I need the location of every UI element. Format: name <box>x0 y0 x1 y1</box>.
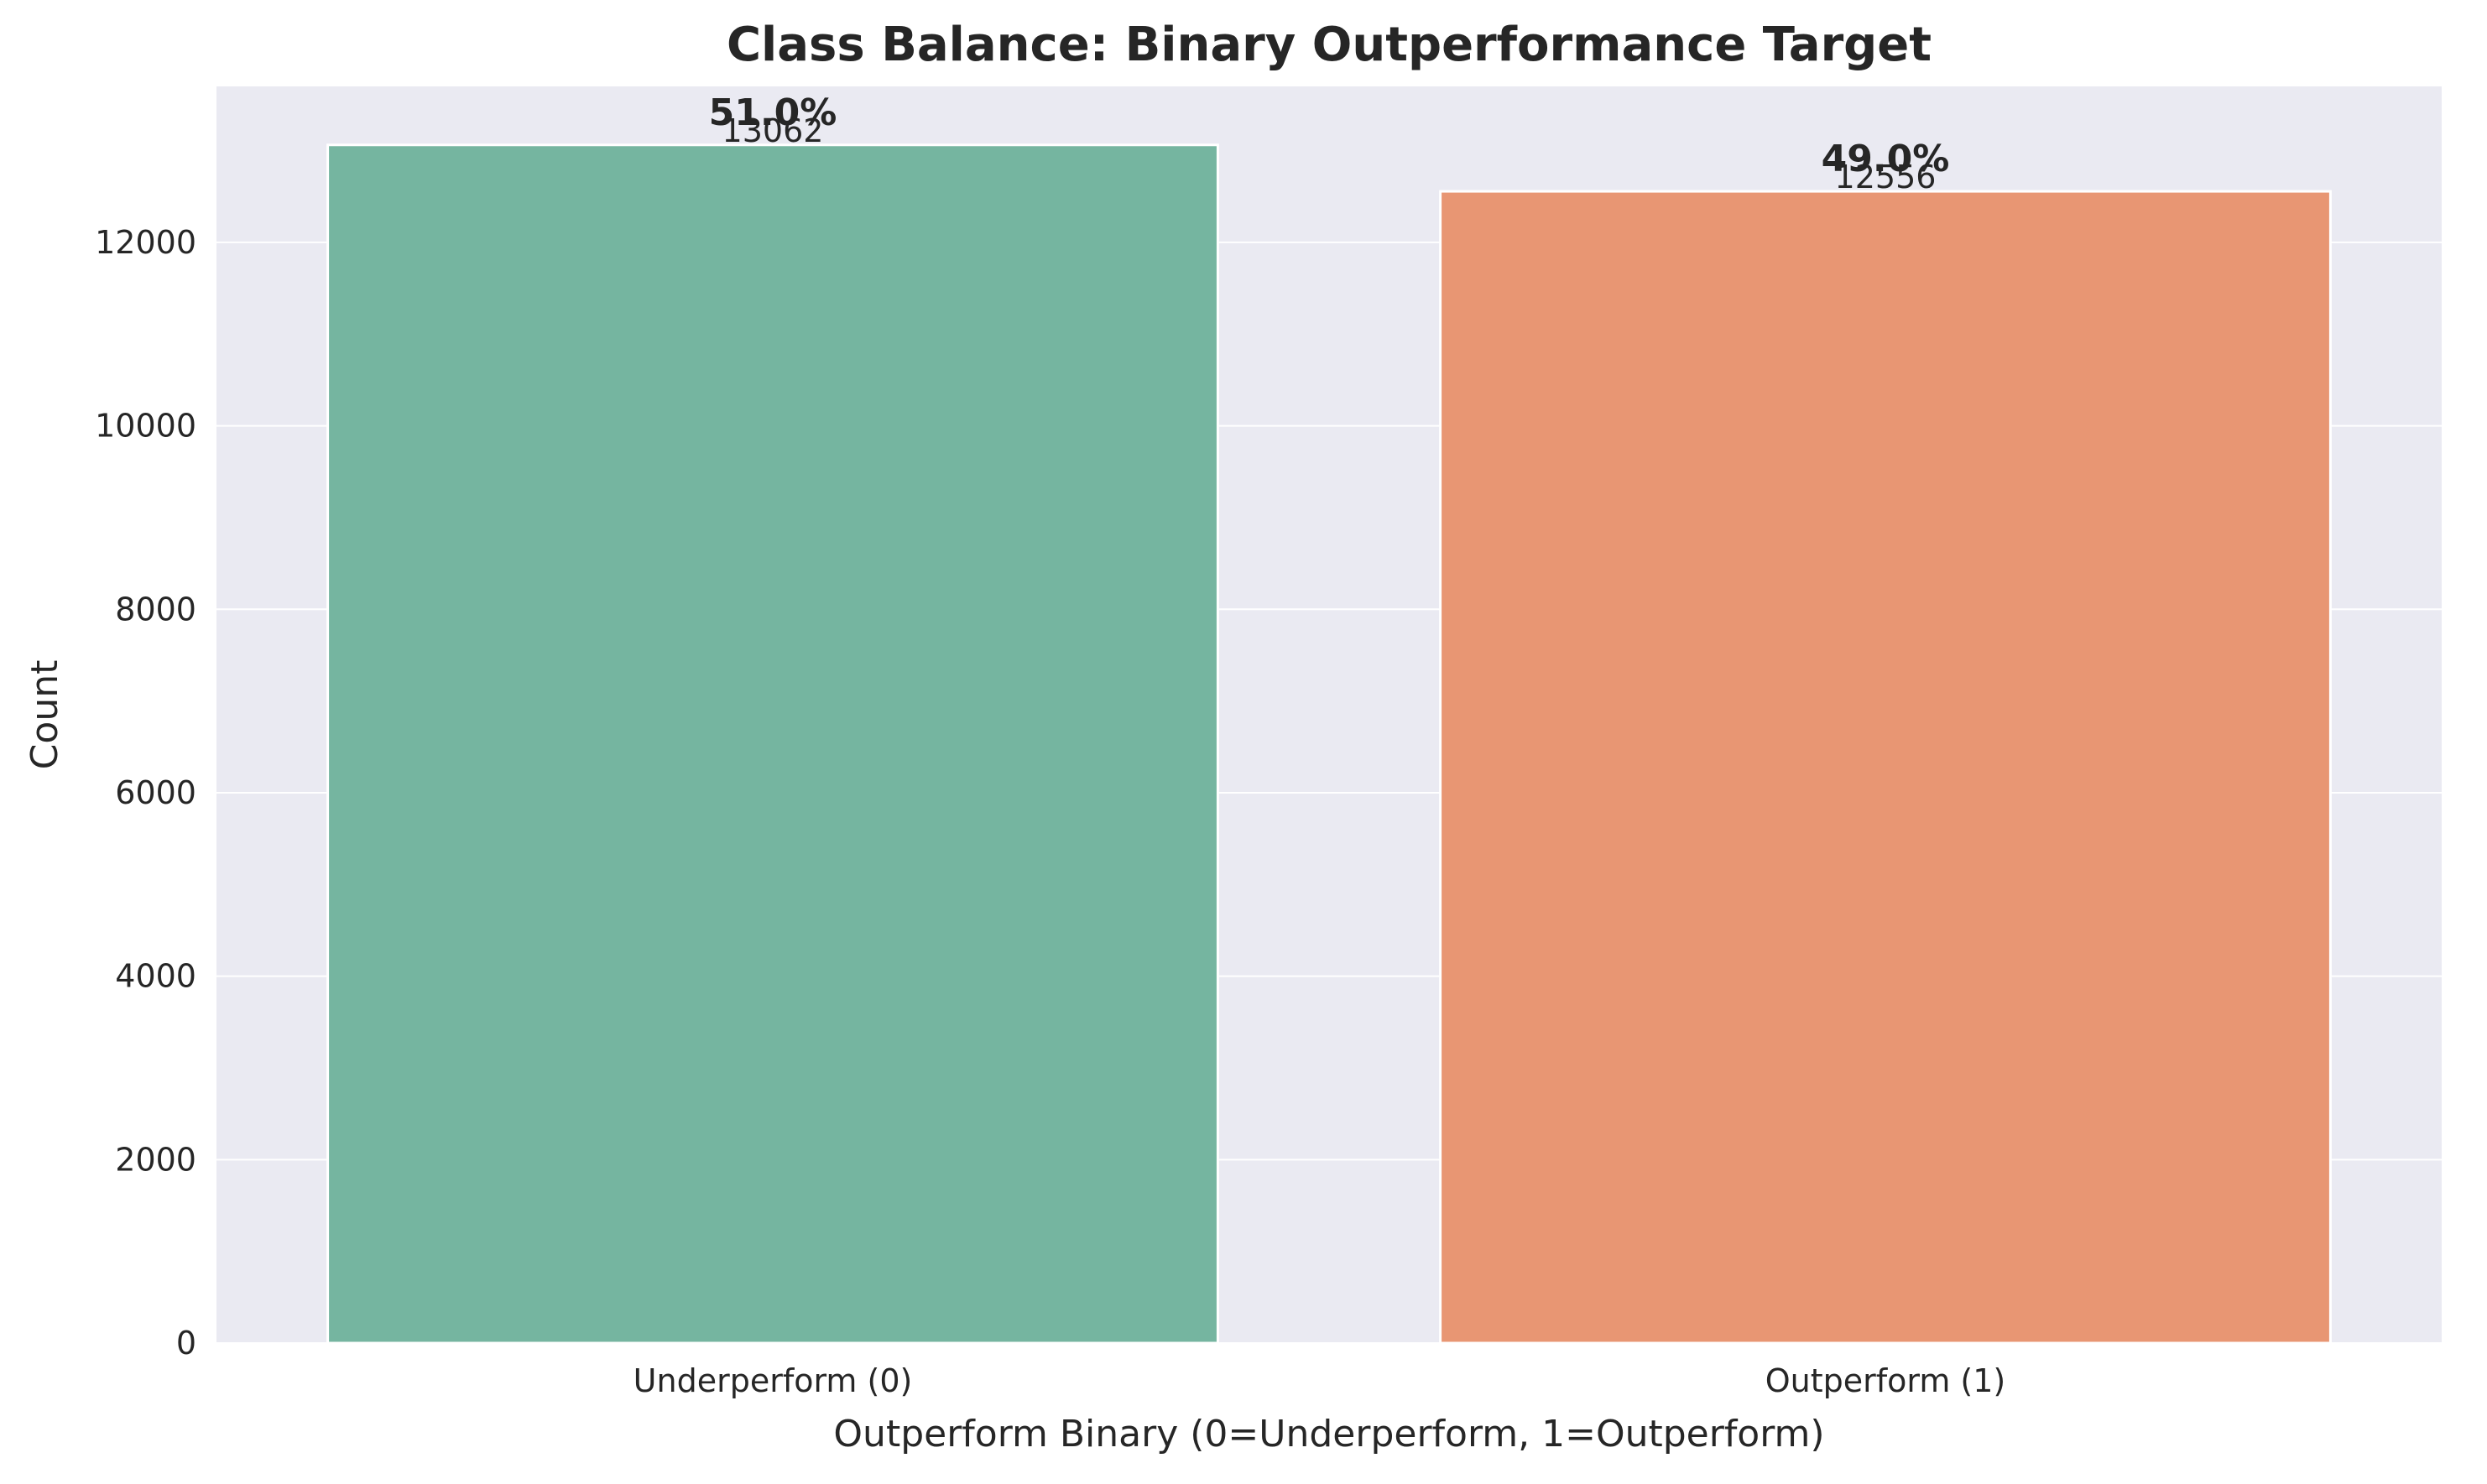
x-tick-label: Outperform (1) <box>1765 1362 2006 1399</box>
y-tick-label: 10000 <box>95 408 196 445</box>
y-tick-label: 6000 <box>115 774 196 811</box>
y-tick-label: 8000 <box>115 591 196 627</box>
y-tick-label: 0 <box>176 1325 196 1362</box>
y-tick-label: 12000 <box>95 224 196 261</box>
y-tick-label: 2000 <box>115 1141 196 1178</box>
bar <box>1439 190 2332 1345</box>
x-tick-label: Underperform (0) <box>633 1362 913 1399</box>
bar <box>326 143 1219 1345</box>
bars <box>326 143 2332 1345</box>
bar-percent-label: 51.0% <box>709 91 837 134</box>
chart-title: Class Balance: Binary Outperformance Tar… <box>727 18 1932 72</box>
bar-percent-label: 49.0% <box>1822 138 1950 180</box>
bar-count-label: 13062 <box>722 112 824 149</box>
x-axis-label: Outperform Binary (0=Underperform, 1=Out… <box>833 1413 1824 1455</box>
bar-count-label: 12556 <box>1835 159 1937 195</box>
y-axis-label: Count <box>23 660 66 770</box>
y-axis-ticks: 0 2000 4000 6000 8000 10000 12000 <box>95 224 196 1362</box>
x-axis-ticks: Underperform (0) Outperform (1) <box>633 1362 2006 1399</box>
y-tick-label: 4000 <box>115 958 196 995</box>
